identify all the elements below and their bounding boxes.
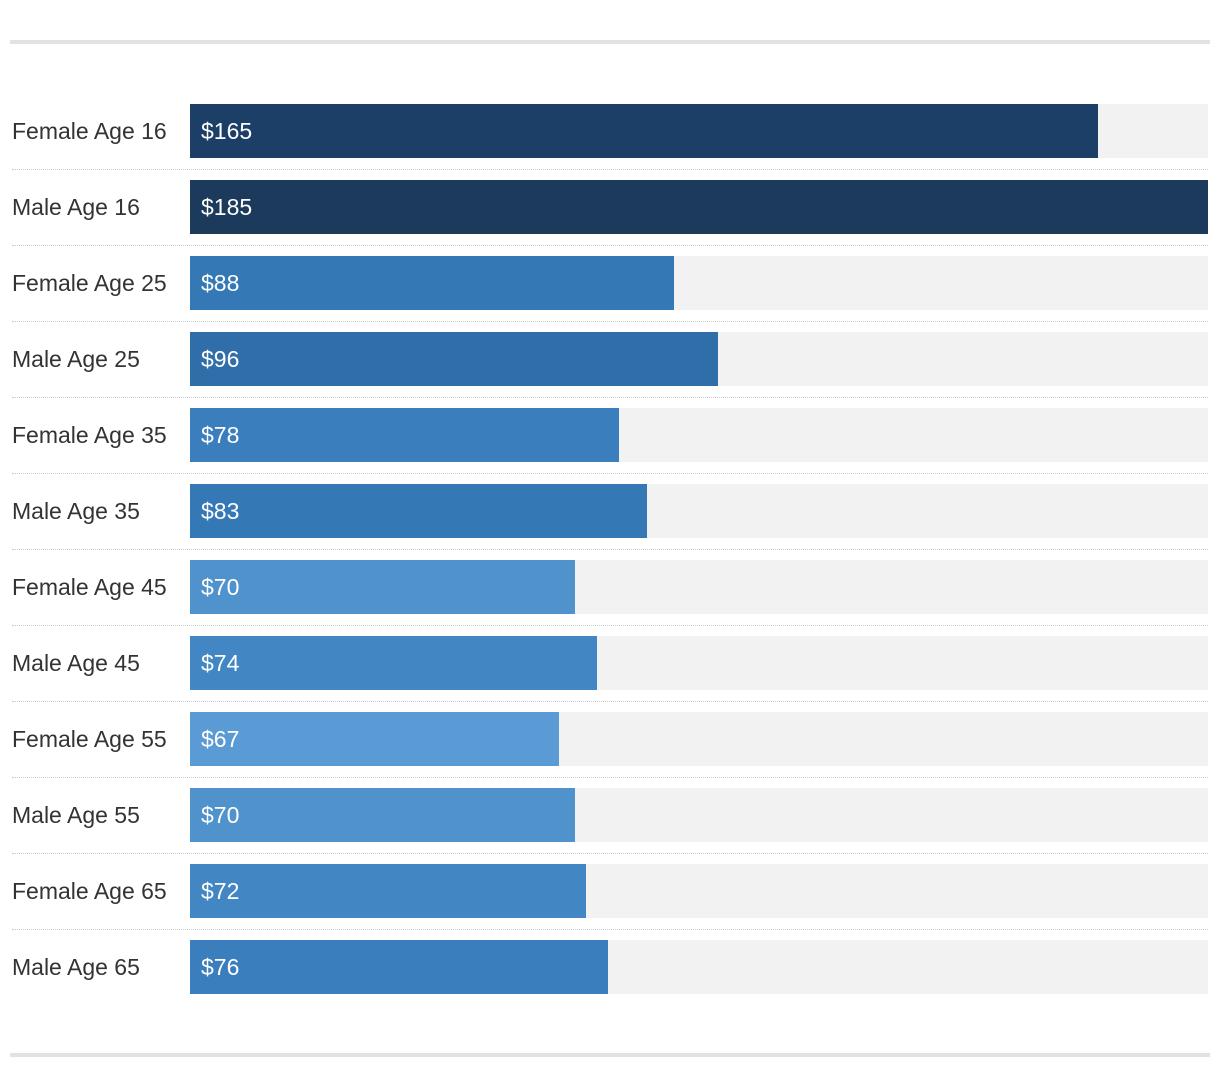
bar-track: $72 bbox=[190, 864, 1208, 918]
bar: $185 bbox=[190, 180, 1208, 234]
bar-row: Male Age 65 $76 bbox=[0, 926, 1220, 1002]
value-label: $88 bbox=[201, 270, 240, 296]
category-label: Female Age 65 bbox=[12, 878, 167, 904]
category-label: Female Age 16 bbox=[12, 118, 167, 144]
row-separator bbox=[12, 929, 1208, 930]
row-separator bbox=[12, 169, 1208, 170]
bar-track: $74 bbox=[190, 636, 1208, 690]
row-separator bbox=[12, 473, 1208, 474]
value-label: $96 bbox=[201, 346, 240, 372]
category-label: Female Age 35 bbox=[12, 422, 167, 448]
bar-track: $76 bbox=[190, 940, 1208, 994]
bar-track: $96 bbox=[190, 332, 1208, 386]
value-label: $83 bbox=[201, 498, 240, 524]
row-separator bbox=[12, 853, 1208, 854]
value-label: $70 bbox=[201, 802, 240, 828]
bar-row: Male Age 25 $96 bbox=[0, 318, 1220, 398]
value-label: $67 bbox=[201, 726, 240, 752]
bar-track: $88 bbox=[190, 256, 1208, 310]
top-rule bbox=[10, 40, 1210, 44]
category-label: Male Age 55 bbox=[12, 802, 140, 828]
bar-row: Female Age 25 $88 bbox=[0, 242, 1220, 322]
value-label: $74 bbox=[201, 650, 240, 676]
category-label: Male Age 45 bbox=[12, 650, 140, 676]
value-label: $70 bbox=[201, 574, 240, 600]
category-label: Male Age 25 bbox=[12, 346, 140, 372]
bar: $70 bbox=[190, 560, 575, 614]
bar: $165 bbox=[190, 104, 1098, 158]
bar-row: Male Age 35 $83 bbox=[0, 470, 1220, 550]
value-label: $78 bbox=[201, 422, 240, 448]
value-label: $165 bbox=[201, 118, 253, 144]
bar: $74 bbox=[190, 636, 597, 690]
bar-track: $165 bbox=[190, 104, 1208, 158]
bar-row: Female Age 45 $70 bbox=[0, 546, 1220, 626]
row-separator bbox=[12, 625, 1208, 626]
bar: $72 bbox=[190, 864, 586, 918]
value-label: $72 bbox=[201, 878, 240, 904]
bar-row: Male Age 16 $185 bbox=[0, 166, 1220, 246]
bar-row: Female Age 65 $72 bbox=[0, 850, 1220, 930]
bar-row: Female Age 35 $78 bbox=[0, 394, 1220, 474]
value-label: $76 bbox=[201, 954, 240, 980]
bar-track: $70 bbox=[190, 560, 1208, 614]
bar-track: $70 bbox=[190, 788, 1208, 842]
bar-row: Female Age 16 $165 bbox=[0, 90, 1220, 170]
bar: $88 bbox=[190, 256, 674, 310]
category-label: Male Age 65 bbox=[12, 954, 140, 980]
bar-track: $78 bbox=[190, 408, 1208, 462]
category-label: Female Age 45 bbox=[12, 574, 167, 600]
row-separator bbox=[12, 245, 1208, 246]
row-separator bbox=[12, 549, 1208, 550]
bar: $96 bbox=[190, 332, 718, 386]
bar: $83 bbox=[190, 484, 647, 538]
bar-row: Female Age 55 $67 bbox=[0, 698, 1220, 778]
bar-track: $83 bbox=[190, 484, 1208, 538]
category-label: Male Age 35 bbox=[12, 498, 140, 524]
row-separator bbox=[12, 701, 1208, 702]
bar-track: $185 bbox=[190, 180, 1208, 234]
bar: $76 bbox=[190, 940, 608, 994]
bar: $70 bbox=[190, 788, 575, 842]
category-label: Female Age 25 bbox=[12, 270, 167, 296]
value-label: $185 bbox=[201, 194, 253, 220]
bar-row: Male Age 45 $74 bbox=[0, 622, 1220, 702]
bar-row: Male Age 55 $70 bbox=[0, 774, 1220, 854]
row-separator bbox=[12, 397, 1208, 398]
row-separator bbox=[12, 777, 1208, 778]
bar: $78 bbox=[190, 408, 619, 462]
bottom-rule bbox=[10, 1053, 1210, 1057]
category-label: Female Age 55 bbox=[12, 726, 167, 752]
bar-track: $67 bbox=[190, 712, 1208, 766]
category-label: Male Age 16 bbox=[12, 194, 140, 220]
row-separator bbox=[12, 321, 1208, 322]
bar: $67 bbox=[190, 712, 559, 766]
